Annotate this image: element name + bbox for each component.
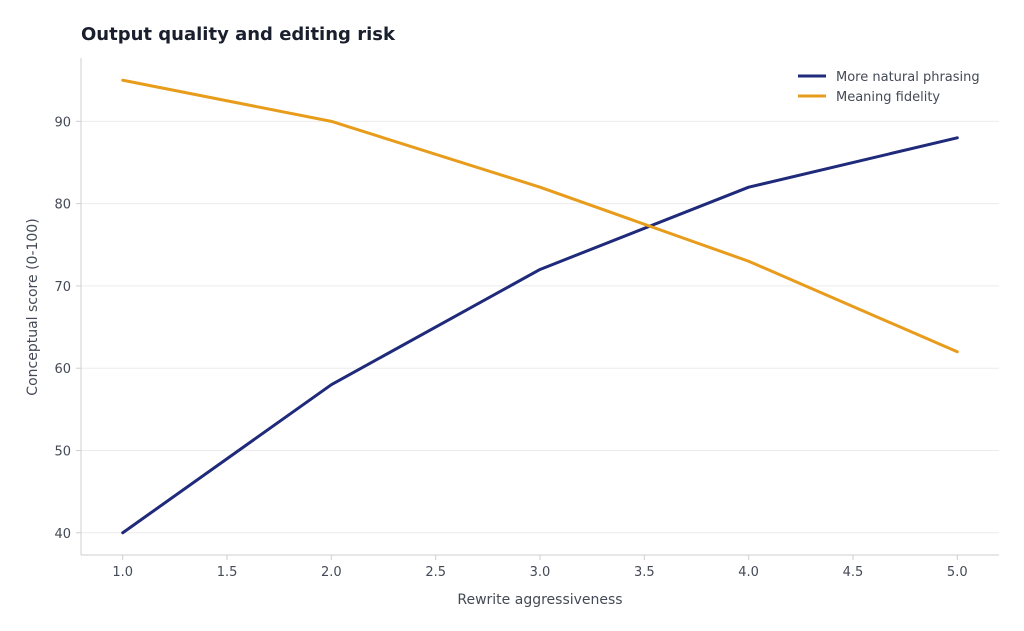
x-tick-label: 2.0 xyxy=(321,565,342,580)
y-tick-label: 80 xyxy=(54,198,71,213)
x-tick-label: 3.5 xyxy=(634,565,655,580)
x-tick-label: 3.0 xyxy=(530,565,551,580)
y-tick-label: 90 xyxy=(54,115,71,130)
series-line-0 xyxy=(121,136,959,535)
series-line-1 xyxy=(121,78,959,354)
y-tick-label: 50 xyxy=(54,444,71,459)
y-axis-ticks: 40 50 60 70 80 90 xyxy=(54,115,81,542)
grid-lines xyxy=(81,120,999,534)
x-tick-label: 5.0 xyxy=(947,565,968,580)
x-tick-label: 4.0 xyxy=(738,565,759,580)
x-tick-label: 1.5 xyxy=(217,565,238,580)
x-tick-label: 4.5 xyxy=(843,565,864,580)
y-tick-label: 40 xyxy=(54,527,71,542)
x-axis-label: Rewrite aggressiveness xyxy=(457,592,622,608)
y-tick-label: 60 xyxy=(54,362,71,377)
legend-label: Meaning fidelity xyxy=(836,90,940,105)
series-lines xyxy=(121,78,959,535)
chart-title: Output quality and editing risk xyxy=(81,24,396,45)
x-tick-label: 1.0 xyxy=(112,565,133,580)
y-axis-label: Conceptual score (0-100) xyxy=(25,218,41,395)
x-axis-ticks: 1.0 1.5 2.0 2.5 3.0 3.5 4.0 4.5 5.0 xyxy=(112,555,968,580)
x-tick-label: 2.5 xyxy=(425,565,446,580)
y-tick-label: 70 xyxy=(54,280,71,295)
legend-label: More natural phrasing xyxy=(836,70,980,85)
legend: More natural phrasing Meaning fidelity xyxy=(798,70,980,105)
axes xyxy=(80,58,999,556)
